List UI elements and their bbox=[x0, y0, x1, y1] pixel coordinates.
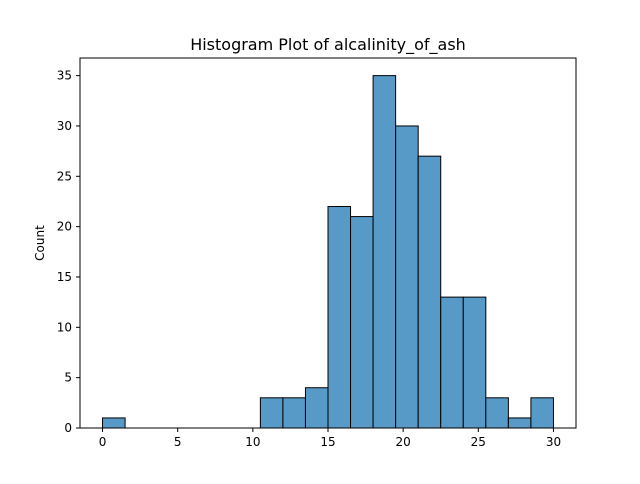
histogram-bar bbox=[485, 397, 509, 429]
x-tick-label: 0 bbox=[99, 435, 107, 449]
y-tick-label: 25 bbox=[57, 169, 72, 183]
histogram-bar bbox=[350, 216, 374, 429]
y-tick-label: 10 bbox=[57, 320, 72, 334]
x-tick-label: 10 bbox=[245, 435, 260, 449]
y-axis-label: Count bbox=[33, 225, 47, 261]
histogram-bar bbox=[327, 206, 352, 429]
y-tick-label: 5 bbox=[64, 371, 72, 385]
y-tick-label: 30 bbox=[57, 119, 72, 133]
x-tick-label: 15 bbox=[320, 435, 335, 449]
x-tick-label: 20 bbox=[396, 435, 411, 449]
x-axis-ticks: 0 5 10 15 20 25 30 bbox=[99, 428, 561, 449]
histogram-bar bbox=[417, 155, 442, 429]
bars-layer bbox=[102, 75, 554, 429]
y-tick-label: 20 bbox=[57, 220, 72, 234]
histogram-bar bbox=[507, 417, 532, 429]
histogram-bar bbox=[282, 397, 306, 429]
x-tick-label: 5 bbox=[174, 435, 182, 449]
x-tick-label: 30 bbox=[546, 435, 561, 449]
plot-frame bbox=[79, 57, 577, 429]
histogram-bar bbox=[462, 296, 487, 429]
x-tick-label: 25 bbox=[471, 435, 486, 449]
y-axis-ticks: 0 5 10 15 20 25 30 35 bbox=[57, 69, 80, 435]
histogram-bar bbox=[304, 387, 329, 429]
histogram-bar bbox=[530, 397, 554, 429]
histogram-bar bbox=[395, 125, 419, 429]
y-tick-label: 15 bbox=[57, 270, 72, 284]
y-tick-label: 35 bbox=[57, 69, 72, 83]
y-tick-label: 0 bbox=[64, 421, 72, 435]
histogram-bar bbox=[440, 296, 464, 429]
histogram-bar bbox=[259, 397, 284, 429]
histogram-bar bbox=[102, 417, 126, 429]
chart-title: Histogram Plot of alcalinity_of_ash bbox=[190, 35, 466, 55]
histogram-bar bbox=[372, 75, 397, 429]
